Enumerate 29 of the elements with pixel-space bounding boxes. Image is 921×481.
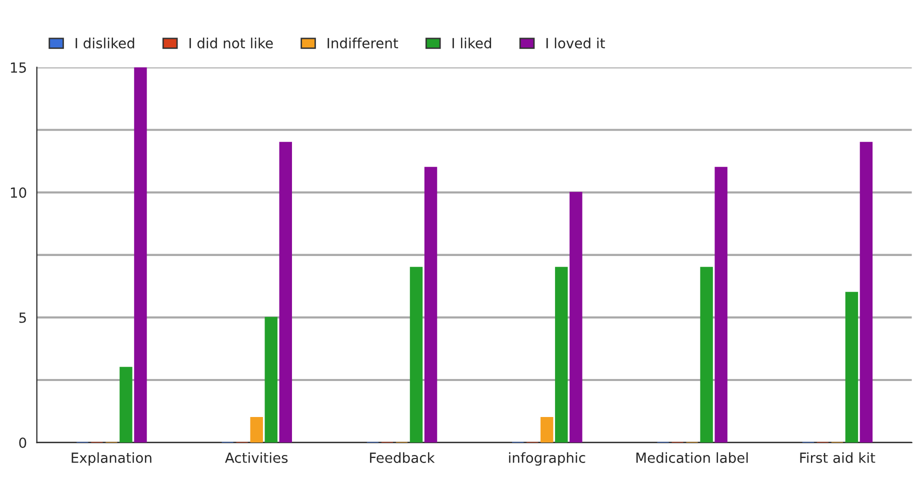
bar [410,266,423,443]
legend-label: I loved it [546,38,605,48]
y-tick-label: 10 [10,187,26,198]
legend-label: Indifferent [328,38,398,48]
bar [845,292,858,443]
y-tick-label: 5 [19,312,26,323]
x-tick-label: Feedback [370,452,435,463]
bar [714,166,728,443]
x-tick-label: infographic [509,452,586,466]
bar [279,142,292,443]
legend-label: I liked [452,38,492,48]
y-tick-label: 0 [19,437,26,448]
bar [860,142,873,443]
legend-label: I disliked [76,38,134,48]
x-tick-label: Explanation [72,452,152,466]
legend-label: I did not like [190,38,273,48]
x-tick-label: First aid kit [800,452,876,463]
bar [424,166,438,443]
bar [570,192,582,443]
bar [250,416,263,443]
bar [120,366,132,443]
y-tick-label: 15 [10,62,26,73]
x-tick-label: Medication label [636,452,748,463]
x-tick-label: Activities [225,452,288,463]
bar [264,316,278,443]
bar [700,266,713,443]
bar [134,67,147,443]
bar [540,416,554,443]
bar [555,266,568,443]
